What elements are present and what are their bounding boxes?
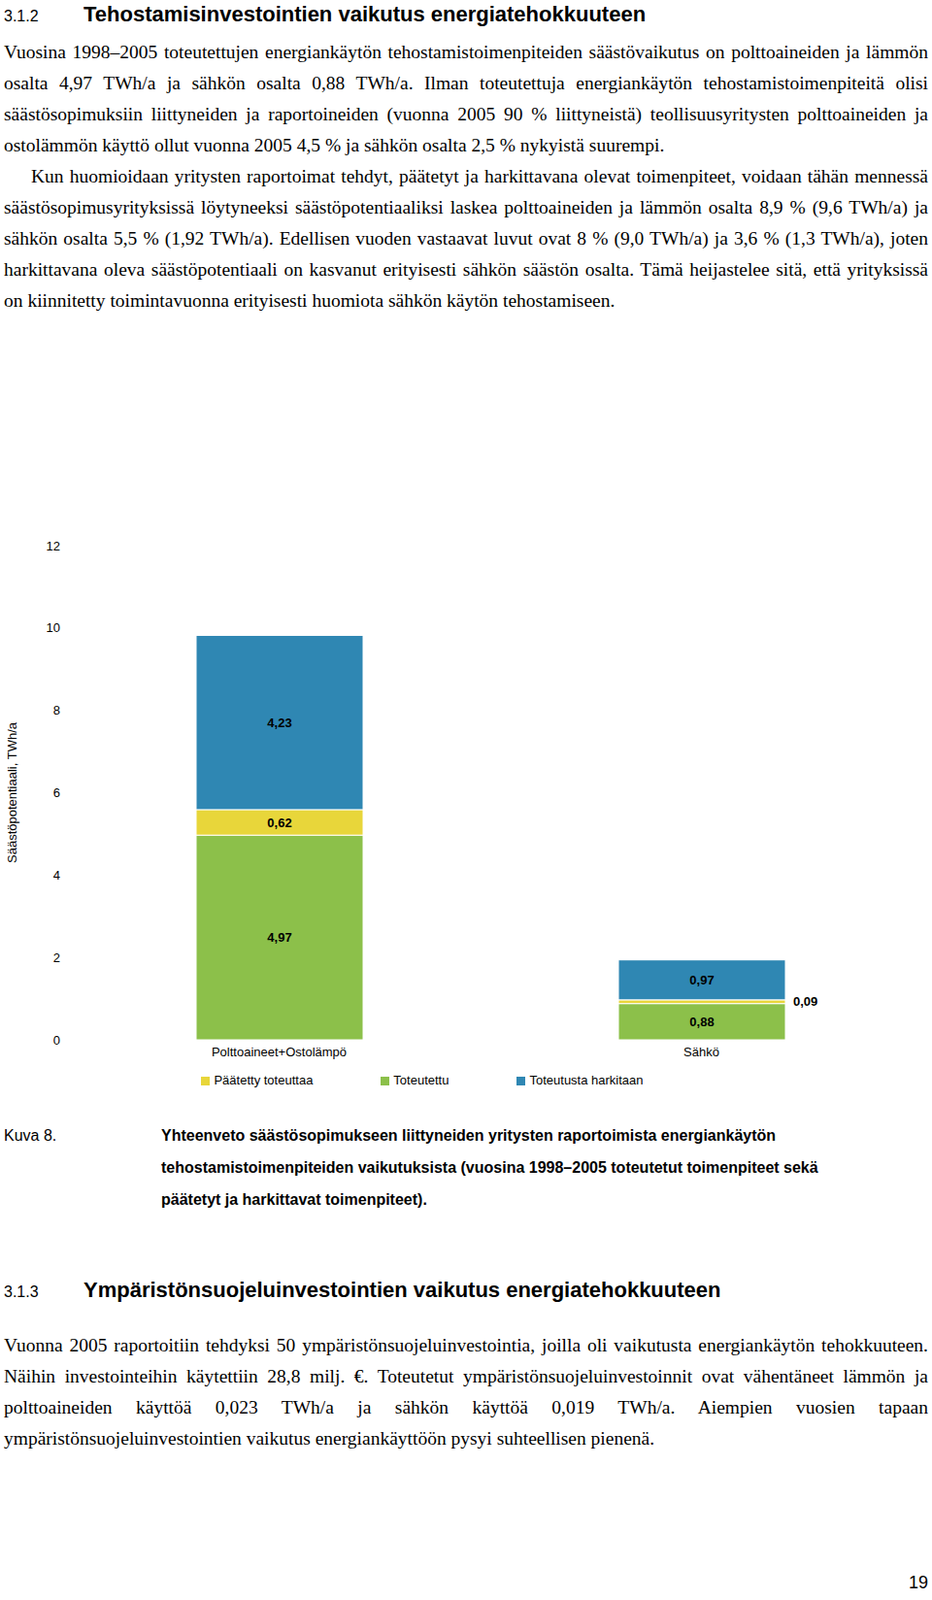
html-text:3.1.2: 3.1.2 [3, 7, 39, 25]
html-text:Kuva 8.: Kuva 8. [3, 1127, 57, 1144]
svg-text:12: 12 [46, 538, 61, 554]
svg-text:0,97: 0,97 [689, 972, 714, 988]
html-text:Ympäristönsuojeluinvestointien: Ympäristönsuojeluinvestointien vaikutus … [83, 1277, 721, 1302]
svg-text:0,62: 0,62 [266, 815, 292, 831]
svg-text:4,23: 4,23 [266, 715, 292, 731]
html-text:Päätetty toteuttaa: Päätetty toteuttaa [214, 1072, 313, 1088]
svg-text:0: 0 [53, 1032, 61, 1048]
svg-text:Säästöpotentiaali, TWh/a: Säästöpotentiaali, TWh/a [7, 721, 20, 864]
html-text:Toteutusta harkitaan: Toteutusta harkitaan [529, 1072, 644, 1088]
html-text:3.1.3: 3.1.3 [3, 1283, 39, 1300]
html-text:19: 19 [908, 1572, 929, 1593]
svg-text:4: 4 [53, 867, 61, 883]
svg-text:8: 8 [53, 702, 61, 718]
svg-text:0,88: 0,88 [689, 1014, 714, 1030]
svg-text:Sähkö: Sähkö [683, 1044, 720, 1060]
html-text:Tehostamisinvestointien vaikut: Tehostamisinvestointien vaikutus energia… [83, 1, 646, 27]
svg-text:Polttoaineet+Ostolämpö: Polttoaineet+Ostolämpö [211, 1044, 347, 1060]
svg-text:4,97: 4,97 [266, 930, 292, 945]
html-text:Vuonna 2005 raportoitiin tehdy: Vuonna 2005 raportoitiin tehdyksi 50 ymp… [3, 1334, 929, 1449]
svg-text:0,09: 0,09 [793, 994, 818, 1009]
svg-text:10: 10 [46, 620, 61, 635]
html-text:Yhteenveto säästösopimukseen l: Yhteenveto säästösopimukseen liittyneide… [161, 1127, 819, 1208]
svg-text:6: 6 [53, 785, 61, 800]
html-text:Kun huomioidaan yritysten rapo: Kun huomioidaan yritysten raportoimat te… [3, 166, 929, 311]
html-text:Toteutettu: Toteutettu [393, 1072, 450, 1088]
html-text:Vuosina 1998–2005 toteutettuje: Vuosina 1998–2005 toteutettujen energian… [3, 41, 929, 156]
svg-text:2: 2 [53, 950, 61, 966]
